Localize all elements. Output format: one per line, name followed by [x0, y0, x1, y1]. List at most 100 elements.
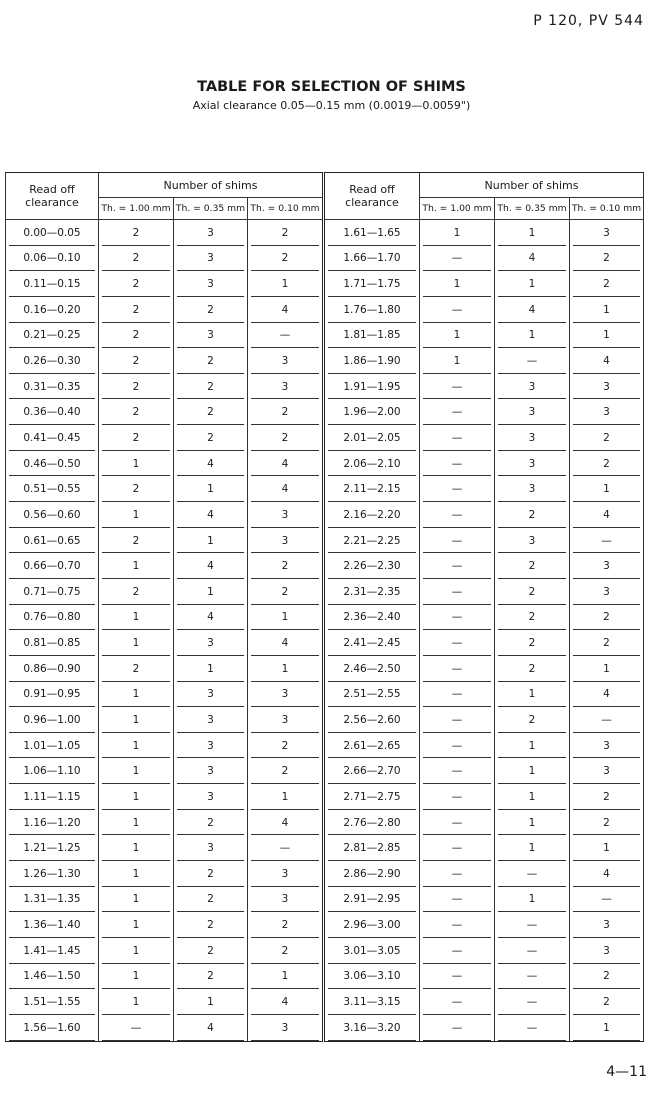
shim-count-cell: — — [419, 578, 495, 605]
shim-count-cell: 1 — [98, 681, 174, 708]
shim-count-cell: 1 — [419, 271, 495, 297]
shim-count-cell: 3 — [568, 399, 645, 426]
clearance-range-cell: 2.56—2.60 — [322, 707, 420, 733]
table-row: 0.00—0.05 2 3 2 1.61—1.65 1 1 3 — [5, 219, 645, 246]
shim-count-cell: 1 — [98, 707, 174, 733]
thickness-header: Th. = 0.35 mm — [173, 197, 248, 220]
shim-count-cell: 2 — [98, 578, 174, 605]
shim-count-cell: 2 — [98, 219, 174, 246]
table-row: 0.41—0.45 2 2 2 2.01—2.05—3 2 — [5, 425, 645, 451]
shim-count-cell: 2 — [173, 809, 248, 836]
clearance-range-cell: 2.16—2.20 — [322, 502, 420, 528]
shim-count-cell: — — [419, 707, 495, 733]
clearance-range-cell: 0.81—0.85 — [5, 630, 99, 656]
shim-count-cell: 1 — [98, 450, 174, 477]
shim-count-cell: 2 — [98, 425, 174, 451]
table-row: 0.36—0.40 2 2 2 1.96—2.00—3 3 — [5, 399, 645, 426]
clearance-range-cell: 2.61—2.65 — [322, 732, 420, 759]
page-reference: P 120, PV 544 — [533, 13, 644, 29]
shim-count-cell: 1 — [98, 784, 174, 810]
table-row: 1.26—1.30 1 2 3 2.86—2.90— —4 — [5, 861, 645, 887]
shim-count-cell: 1 — [568, 1014, 645, 1042]
clearance-range-cell: 1.66—1.70 — [322, 245, 420, 272]
clearance-range-cell: 2.46—2.50 — [322, 655, 420, 682]
table-row: 0.76—0.80 1 4 1 2.36—2.40—2 2 — [5, 604, 645, 631]
shim-count-cell: 3 — [173, 707, 248, 733]
table-row: 0.16—0.20 2 2 4 1.76—1.80—4 1 — [5, 296, 645, 323]
shim-count-cell: 3 — [494, 399, 570, 426]
shim-count-cell: 3 — [173, 835, 248, 862]
shim-count-cell: — — [494, 989, 570, 1015]
shim-count-cell: 1 — [98, 989, 174, 1015]
shim-count-cell: 1 — [98, 553, 174, 579]
shim-count-cell: 4 — [173, 1014, 248, 1042]
table-row: 0.06—0.10 2 3 2 1.66—1.70—4 2 — [5, 245, 645, 272]
shim-count-cell: — — [419, 296, 495, 323]
shim-count-cell: 1 — [419, 219, 495, 246]
shim-count-cell: 1 — [173, 527, 248, 554]
clearance-range-cell: 0.36—0.40 — [5, 399, 99, 426]
table-body: 0.00—0.05 2 3 2 1.61—1.65 1 1 3 0.06—0.10 2 3 2 1.66… — [5, 219, 645, 1042]
shim-count-cell: — — [247, 322, 324, 349]
clearance-range-cell: 1.31—1.35 — [5, 886, 99, 913]
table-row: 1.46—1.50 1 2 1 3.06—3.10— —2 — [5, 963, 645, 990]
shim-count-cell: 3 — [173, 271, 248, 297]
shim-count-cell: 3 — [568, 553, 645, 579]
shim-count-cell: 2 — [568, 963, 645, 990]
shim-count-cell: 4 — [568, 502, 645, 528]
shim-count-cell: 4 — [173, 450, 248, 477]
thickness-header: Th. = 0.10 mm — [247, 197, 324, 220]
clearance-range-cell: 0.66—0.70 — [5, 553, 99, 579]
shim-count-cell: — — [568, 527, 645, 554]
clearance-range-cell: 3.16—3.20 — [322, 1014, 420, 1042]
number-of-shims-header-right: Number of shims — [418, 172, 645, 198]
shim-count-cell: 2 — [98, 245, 174, 272]
clearance-range-cell: 3.11—3.15 — [322, 989, 420, 1015]
table-row: 0.11—0.15 2 3 1 1.71—1.75 1 1 2 — [5, 271, 645, 297]
shim-count-cell: 2 — [98, 322, 174, 349]
shim-count-cell: — — [419, 399, 495, 426]
clearance-range-cell: 1.26—1.30 — [5, 861, 99, 887]
clearance-range-cell: 3.06—3.10 — [322, 963, 420, 990]
shim-count-cell: — — [494, 937, 570, 964]
shim-count-cell: 1 — [247, 604, 324, 631]
shim-count-cell: 2 — [98, 348, 174, 374]
shim-count-cell: 3 — [247, 886, 324, 913]
shim-count-cell: 3 — [173, 630, 248, 656]
shim-count-cell: 1 — [98, 861, 174, 887]
shim-count-cell: — — [419, 502, 495, 528]
shim-count-cell: — — [419, 886, 495, 913]
clearance-range-cell: 1.86—1.90 — [322, 348, 420, 374]
clearance-range-cell: 1.96—2.00 — [322, 399, 420, 426]
clearance-range-cell: 1.36—1.40 — [5, 912, 99, 938]
clearance-range-cell: 0.76—0.80 — [5, 604, 99, 631]
shim-count-cell: 1 — [173, 578, 248, 605]
shim-count-cell: 3 — [568, 937, 645, 964]
shim-count-cell: 2 — [568, 245, 645, 272]
shim-count-cell: 2 — [247, 425, 324, 451]
shim-count-cell: 2 — [173, 425, 248, 451]
clearance-range-cell: 1.81—1.85 — [322, 322, 420, 349]
shim-count-cell: 2 — [494, 655, 570, 682]
shim-count-cell: 2 — [173, 861, 248, 887]
shim-count-cell: 2 — [494, 604, 570, 631]
shim-count-cell: — — [419, 553, 495, 579]
clearance-range-cell: 2.81—2.85 — [322, 835, 420, 862]
clearance-range-cell: 1.41—1.45 — [5, 937, 99, 964]
table-row: 0.56—0.60 1 4 3 2.16—2.20—2 4 — [5, 502, 645, 528]
shim-count-cell: 1 — [98, 502, 174, 528]
shim-count-cell: — — [419, 655, 495, 682]
thickness-header: Th. = 1.00 mm — [419, 197, 495, 220]
clearance-range-cell: 0.56—0.60 — [5, 502, 99, 528]
shim-count-cell: 3 — [568, 219, 645, 246]
table-row: 0.71—0.75 2 1 2 2.31—2.35—2 3 — [5, 578, 645, 605]
shim-count-cell: 3 — [173, 219, 248, 246]
shim-count-cell: 2 — [568, 425, 645, 451]
thickness-header: Th. = 0.35 mm — [494, 197, 570, 220]
shim-count-cell: — — [494, 912, 570, 938]
shim-count-cell: 1 — [247, 784, 324, 810]
shim-count-cell: 3 — [173, 732, 248, 759]
shim-count-cell: 2 — [568, 989, 645, 1015]
table-row: 0.26—0.30 2 2 3 1.86—1.90 1—4 — [5, 348, 645, 374]
clearance-range-cell: 1.16—1.20 — [5, 809, 99, 836]
